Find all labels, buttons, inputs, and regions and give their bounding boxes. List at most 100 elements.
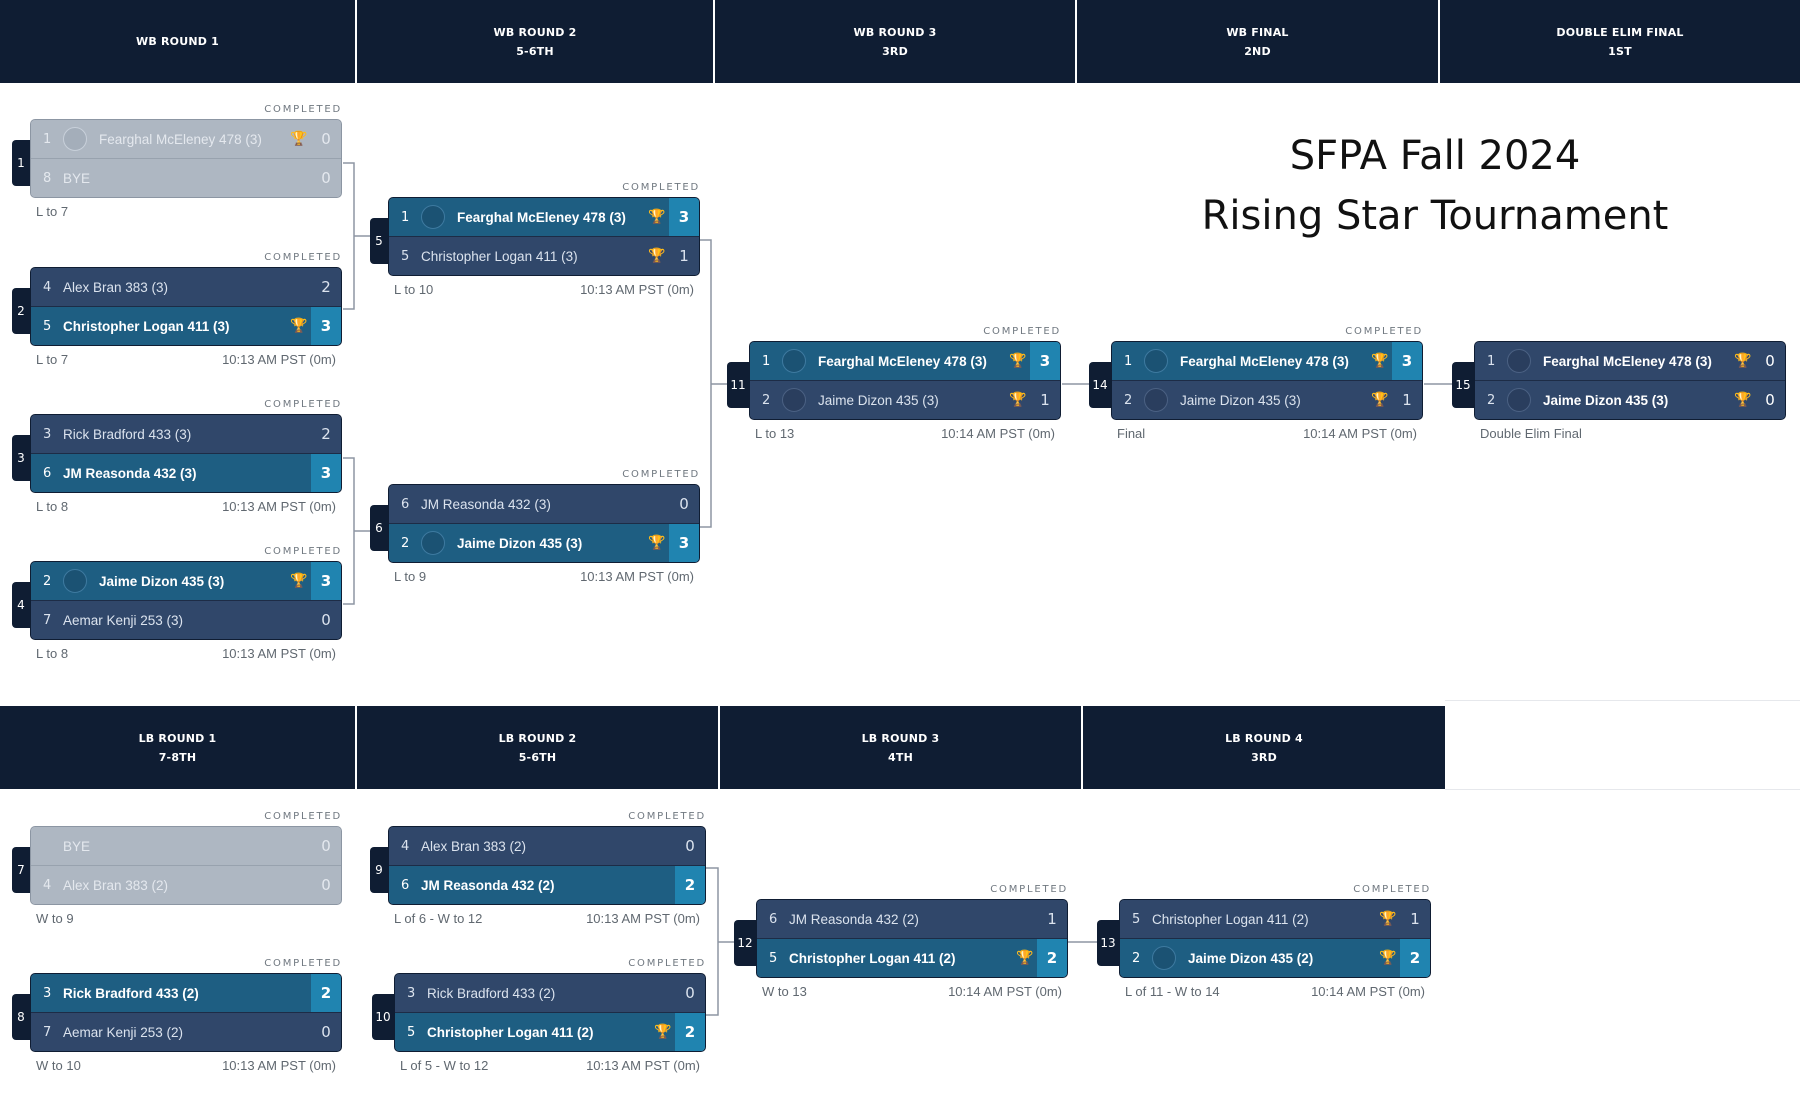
player-row-winner[interactable]: 6 JM Reasonda 432 (2) 2 (389, 865, 705, 904)
player-row-winner[interactable]: 3 Rick Bradford 433 (2) 2 (31, 974, 341, 1012)
player-seed: 7 (43, 612, 52, 628)
trophy-icon: 🏆 (648, 535, 666, 551)
player-row-winner[interactable]: 5 Christopher Logan 411 (3) 🏆 3 (31, 306, 341, 345)
player-row-winner[interactable]: 6 JM Reasonda 432 (3) 3 (31, 453, 341, 492)
player-score: 0 (321, 169, 331, 187)
match-card[interactable]: 4 Alex Bran 383 (2) 0 6 JM Reasonda 432 … (388, 826, 706, 905)
match-15[interactable]: 15 1 Fearghal McEleney 478 (3) 🏆 0 2 Jai… (1452, 326, 1786, 441)
player-seed: 3 (43, 985, 52, 1001)
player-row[interactable]: 6 JM Reasonda 432 (2) 1 (757, 900, 1067, 938)
player-score: 2 (675, 866, 705, 904)
match-14[interactable]: COMPLETED 14 1 Fearghal McEleney 478 (3)… (1089, 326, 1423, 441)
match-2[interactable]: COMPLETED 2 4 Alex Bran 383 (3) 2 5 Chri… (12, 252, 342, 367)
match-footer: Final 10:14 AM PST (0m) (1111, 426, 1423, 441)
match-5[interactable]: COMPLETED 5 1 Fearghal McEleney 478 (3) … (370, 182, 700, 297)
match-time: 10:13 AM PST (0m) (222, 646, 336, 661)
player-row[interactable]: 8 BYE 0 (31, 158, 341, 197)
match-card[interactable]: 1 Fearghal McEleney 478 (3) 🏆 3 5 Christ… (388, 197, 700, 276)
match-11[interactable]: COMPLETED 11 1 Fearghal McEleney 478 (3)… (727, 326, 1061, 441)
player-score: 0 (321, 837, 331, 855)
match-card[interactable]: 4 Alex Bran 383 (3) 2 5 Christopher Loga… (30, 267, 342, 346)
wb-final-header: WB FINAL 2ND (1077, 0, 1438, 83)
match-route: W to 13 (762, 984, 807, 999)
trophy-icon: 🏆 (290, 131, 308, 147)
player-row-winner[interactable]: 1 Fearghal McEleney 478 (3) 🏆 3 (389, 198, 699, 236)
player-seed: 3 (43, 426, 52, 442)
player-row[interactable]: 4 Alex Bran 383 (2) 0 (389, 827, 705, 865)
player-row[interactable]: BYE 0 (31, 827, 341, 865)
player-row[interactable]: 6 JM Reasonda 432 (3) 0 (389, 485, 699, 523)
player-score: 0 (1765, 391, 1775, 409)
player-seed: 7 (43, 1024, 52, 1040)
match-13[interactable]: COMPLETED 13 5 Christopher Logan 411 (2)… (1097, 884, 1431, 999)
player-name: Rick Bradford 433 (3) (63, 426, 192, 442)
match-card[interactable]: BYE 0 4 Alex Bran 383 (2) 0 (30, 826, 342, 905)
player-row[interactable]: 1 Fearghal McEleney 478 (3) 🏆 0 (1475, 342, 1785, 380)
match-card[interactable]: 1 Fearghal McEleney 478 (3) 🏆 3 2 Jaime … (749, 341, 1061, 420)
match-card[interactable]: 5 Christopher Logan 411 (2) 🏆 1 2 Jaime … (1119, 899, 1431, 978)
player-row[interactable]: 2 Jaime Dizon 435 (3) 🏆 1 (750, 380, 1060, 419)
player-name: Rick Bradford 433 (2) (427, 985, 556, 1001)
match-footer: L to 13 10:14 AM PST (0m) (749, 426, 1061, 441)
header-subtitle: 4TH (888, 750, 913, 764)
match-10[interactable]: COMPLETED 10 3 Rick Bradford 433 (2) 0 5… (372, 958, 706, 1073)
player-row[interactable]: 4 Alex Bran 383 (3) 2 (31, 268, 341, 306)
match-8[interactable]: COMPLETED 8 3 Rick Bradford 433 (2) 2 7 … (12, 958, 342, 1073)
player-score: 1 (1410, 910, 1420, 928)
player-row[interactable]: 7 Aemar Kenji 253 (2) 0 (31, 1012, 341, 1051)
match-card[interactable]: 3 Rick Bradford 433 (2) 0 5 Christopher … (394, 973, 706, 1052)
player-row[interactable]: 5 Christopher Logan 411 (2) 🏆 1 (1120, 900, 1430, 938)
match-3[interactable]: COMPLETED 3 3 Rick Bradford 433 (3) 2 6 … (12, 399, 342, 514)
player-row[interactable]: 7 Aemar Kenji 253 (3) 0 (31, 600, 341, 639)
match-card[interactable]: 2 Jaime Dizon 435 (3) 🏆 3 7 Aemar Kenji … (30, 561, 342, 640)
player-row-winner[interactable]: 5 Christopher Logan 411 (2) 🏆 2 (395, 1012, 705, 1051)
match-status: COMPLETED (1345, 326, 1423, 337)
match-12[interactable]: COMPLETED 12 6 JM Reasonda 432 (2) 1 5 C… (734, 884, 1068, 999)
player-row[interactable]: 3 Rick Bradford 433 (2) 0 (395, 974, 705, 1012)
match-footer: W to 10 10:13 AM PST (0m) (30, 1058, 342, 1073)
match-card[interactable]: 6 JM Reasonda 432 (3) 0 2 Jaime Dizon 43… (388, 484, 700, 563)
player-seed: 1 (1487, 353, 1496, 369)
player-name: Christopher Logan 411 (3) (63, 318, 230, 334)
player-row[interactable]: 2 Jaime Dizon 435 (3) 🏆 0 (1475, 380, 1785, 419)
player-name: Jaime Dizon 435 (3) (457, 535, 583, 551)
match-route: L to 10 (394, 282, 434, 297)
player-row-winner[interactable]: 2 Jaime Dizon 435 (3) 🏆 3 (31, 562, 341, 600)
player-name: Alex Bran 383 (3) (63, 279, 169, 295)
player-row[interactable]: 5 Christopher Logan 411 (3) 🏆 1 (389, 236, 699, 275)
player-row-winner[interactable]: 1 Fearghal McEleney 478 (3) 🏆 3 (1112, 342, 1422, 380)
player-name: JM Reasonda 432 (3) (421, 496, 551, 512)
match-card[interactable]: 6 JM Reasonda 432 (2) 1 5 Christopher Lo… (756, 899, 1068, 978)
match-9[interactable]: COMPLETED 9 4 Alex Bran 383 (2) 0 6 JM R… (370, 811, 706, 926)
player-row[interactable]: 1 Fearghal McEleney 478 (3) 🏆 0 (31, 120, 341, 158)
match-time: 10:13 AM PST (0m) (222, 1058, 336, 1073)
trophy-icon: 🏆 (1009, 353, 1027, 369)
player-row-winner[interactable]: 2 Jaime Dizon 435 (2) 🏆 2 (1120, 938, 1430, 977)
match-status: COMPLETED (628, 958, 706, 969)
match-number: 4 (12, 582, 30, 628)
player-row[interactable]: 4 Alex Bran 383 (2) 0 (31, 865, 341, 904)
match-card[interactable]: 3 Rick Bradford 433 (2) 2 7 Aemar Kenji … (30, 973, 342, 1052)
wb-round-3-header: WB ROUND 3 3RD (715, 0, 1075, 83)
match-card[interactable]: 3 Rick Bradford 433 (3) 2 6 JM Reasonda … (30, 414, 342, 493)
player-row[interactable]: 2 Jaime Dizon 435 (3) 🏆 1 (1112, 380, 1422, 419)
match-footer: L of 5 - W to 12 10:13 AM PST (0m) (394, 1058, 706, 1073)
trophy-icon: 🏆 (654, 1024, 672, 1040)
player-row[interactable]: 3 Rick Bradford 433 (3) 2 (31, 415, 341, 453)
match-card[interactable]: 1 Fearghal McEleney 478 (3) 🏆 3 2 Jaime … (1111, 341, 1423, 420)
player-seed: 4 (43, 877, 52, 893)
match-card[interactable]: 1 Fearghal McEleney 478 (3) 🏆 0 8 BYE 0 (30, 119, 342, 198)
match-status: COMPLETED (990, 884, 1068, 895)
player-name: BYE (63, 170, 91, 186)
match-1[interactable]: COMPLETED 1 1 Fearghal McEleney 478 (3) … (12, 104, 342, 219)
player-row-winner[interactable]: 5 Christopher Logan 411 (2) 🏆 2 (757, 938, 1067, 977)
match-6[interactable]: COMPLETED 6 6 JM Reasonda 432 (3) 0 2 Ja… (370, 469, 700, 584)
match-7[interactable]: COMPLETED 7 BYE 0 4 Alex Bran 383 (2) 0 … (12, 811, 342, 926)
player-row-winner[interactable]: 2 Jaime Dizon 435 (3) 🏆 3 (389, 523, 699, 562)
player-row-winner[interactable]: 1 Fearghal McEleney 478 (3) 🏆 3 (750, 342, 1060, 380)
match-4[interactable]: COMPLETED 4 2 Jaime Dizon 435 (3) 🏆 3 7 … (12, 546, 342, 661)
match-status: COMPLETED (1353, 884, 1431, 895)
match-card[interactable]: 1 Fearghal McEleney 478 (3) 🏆 0 2 Jaime … (1474, 341, 1786, 420)
player-score: 3 (1392, 342, 1422, 380)
player-avatar-icon (63, 569, 87, 593)
